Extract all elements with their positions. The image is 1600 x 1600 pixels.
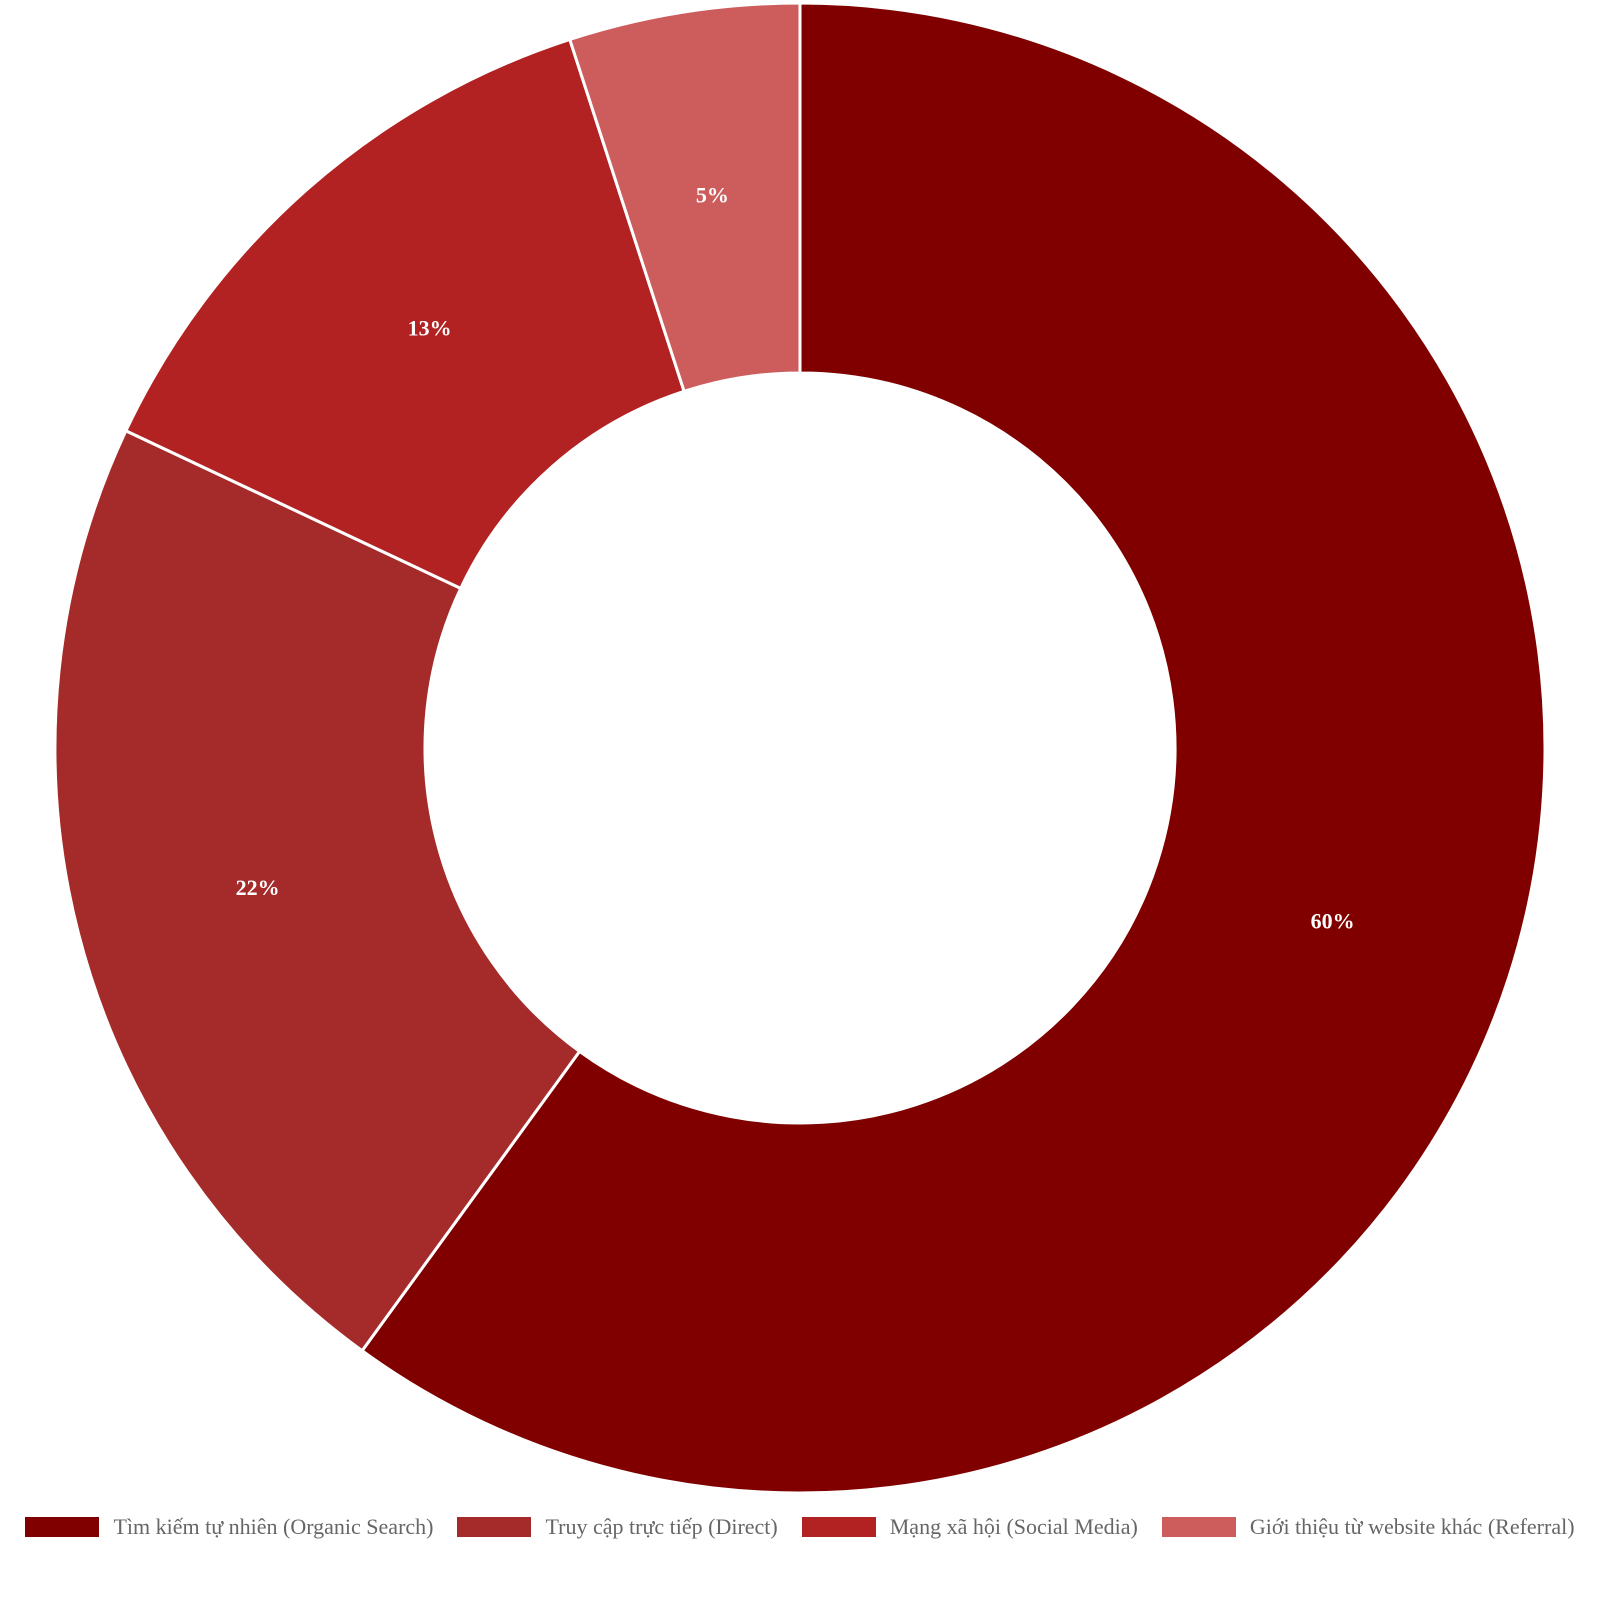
- donut-value-labels: 60% 22% 13% 5%: [236, 182, 1355, 933]
- slice-direct[interactable]: [53, 428, 582, 1353]
- legend-item-referral[interactable]: Giới thiệu từ website khác (Referral): [1161, 1514, 1575, 1539]
- legend-label: Tìm kiếm tự nhiên (Organic Search): [113, 1514, 434, 1539]
- slice-value-label: 22%: [236, 875, 280, 900]
- slice-social-media[interactable]: [123, 37, 687, 591]
- legend-swatch: [457, 1517, 532, 1537]
- slice-referral[interactable]: [567, 1, 802, 394]
- slice-value-label: 5%: [696, 182, 729, 207]
- legend-item-social-media[interactable]: Mạng xã hội (Social Media): [801, 1514, 1138, 1539]
- legend-item-organic-search[interactable]: Tìm kiếm tự nhiên (Organic Search): [25, 1515, 433, 1539]
- legend-label: Mạng xã hội (Social Media): [889, 1514, 1138, 1539]
- legend-swatch: [25, 1517, 100, 1537]
- slice-value-label: 13%: [408, 315, 452, 340]
- legend-label: Giới thiệu từ website khác (Referral): [1249, 1514, 1575, 1539]
- slice-organic-search[interactable]: [360, 1, 1547, 1495]
- legend-label: Truy cập trực tiếp (Direct): [545, 1514, 778, 1539]
- legend-swatch: [1161, 1517, 1236, 1537]
- legend-item-direct[interactable]: Truy cập trực tiếp (Direct): [457, 1514, 778, 1539]
- slice-value-label: 60%: [1311, 909, 1355, 934]
- legend-swatch: [801, 1517, 876, 1537]
- donut-slices: [53, 1, 1547, 1495]
- chart-legend: Tìm kiếm tự nhiên (Organic Search) Truy …: [0, 1515, 1600, 1539]
